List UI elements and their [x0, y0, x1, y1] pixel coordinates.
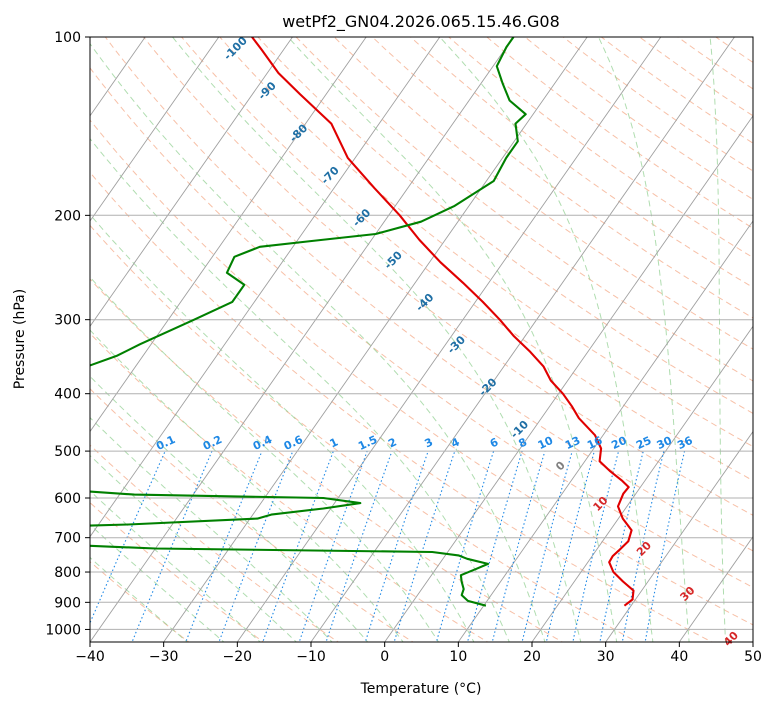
- plot-frame: [89, 36, 754, 643]
- x-tick-label: 40: [670, 649, 688, 665]
- mixing-ratio-line: [435, 450, 495, 642]
- dry-adiabat-line: [371, 37, 753, 319]
- isotherm-line: [90, 37, 220, 222]
- y-tick-label: 1000: [45, 622, 81, 638]
- y-tick-label: 400: [54, 387, 81, 403]
- mixing-ratio-label: 25: [634, 434, 653, 452]
- dry-adiabat-line: [90, 67, 753, 588]
- moist-adiabat-line: [90, 375, 369, 642]
- temperature-line: [251, 37, 635, 607]
- mixing-ratio-line: [572, 450, 620, 642]
- y-tick-label: 900: [54, 595, 81, 611]
- isotherm-line: [90, 37, 367, 433]
- mixing-ratio-label: 20: [609, 434, 629, 452]
- y-tick-label: 500: [54, 444, 81, 460]
- isotherm-line: [605, 430, 753, 642]
- mixing-ratio-line: [298, 450, 368, 642]
- isotherm-line: [90, 37, 293, 328]
- mixing-ratio-line: [599, 450, 644, 642]
- y-tick-label: 800: [54, 565, 81, 581]
- x-tick-label: 30: [597, 649, 615, 665]
- mixing-ratio-line: [644, 450, 686, 642]
- mixing-ratio-line: [393, 450, 456, 642]
- x-tick-label: 10: [449, 649, 467, 665]
- x-tick-label: 20: [523, 649, 541, 665]
- x-axis-label: Temperature (°C): [360, 681, 482, 697]
- mixing-ratio-line: [545, 450, 595, 642]
- x-tick-label: 50: [744, 649, 762, 665]
- mixing-ratio-label: 30: [655, 434, 675, 452]
- moist-adiabat-line: [90, 213, 475, 642]
- chart-title: wetPf2_GN04.2026.065.15.46.G08: [282, 12, 560, 32]
- y-tick-label: 300: [54, 313, 81, 329]
- mixing-ratio-line: [491, 450, 546, 642]
- isotherm-line: [384, 115, 753, 642]
- y-axis-label: Pressure (hPa): [12, 289, 28, 389]
- mixing-ratio-line: [218, 450, 294, 642]
- mixing-ratio-label: 10: [536, 434, 556, 452]
- y-tick-label: 700: [54, 531, 81, 547]
- mixing-ratio-line: [364, 450, 429, 642]
- x-tick-label: −10: [296, 649, 326, 665]
- dry-adiabat-line: [409, 37, 753, 289]
- dry-adiabat-line: [90, 171, 713, 642]
- dry-adiabat-line: [257, 37, 753, 414]
- isotherm-line: [90, 37, 514, 642]
- x-tick-label: −30: [149, 649, 179, 665]
- x-tick-label: −20: [223, 649, 253, 665]
- dewpoint-line: [90, 37, 527, 607]
- x-tick-label: 0: [380, 649, 389, 665]
- y-tick-label: 100: [54, 30, 81, 46]
- mixing-ratio-line: [185, 450, 263, 642]
- isotherm-line: [310, 37, 735, 642]
- dry-adiabat-line: [219, 37, 753, 448]
- mixing-ratio-label: 36: [675, 434, 695, 452]
- profiles: [90, 37, 635, 607]
- mixing-ratio-label: 16: [585, 434, 605, 452]
- x-tick-label: −40: [75, 649, 105, 665]
- dry-adiabat-line: [295, 37, 753, 382]
- isotherm-line: [90, 37, 441, 538]
- isotherm-line: [678, 535, 753, 642]
- isotherm-line: [457, 220, 753, 642]
- y-tick-label: 600: [54, 491, 81, 507]
- mixing-ratio-line: [262, 450, 334, 642]
- mixing-ratio-line: [466, 450, 523, 642]
- mixing-ratio-line: [131, 450, 213, 642]
- mixing-ratio-line: [521, 450, 573, 642]
- isotherm-line: [531, 325, 753, 642]
- mixing-ratio-label: 13: [563, 434, 582, 452]
- isotherm-line: [236, 37, 662, 642]
- mixing-ratio-line: [325, 450, 393, 642]
- background-lines: [90, 37, 753, 642]
- y-tick-label: 200: [54, 208, 81, 224]
- mixing-ratio-line: [621, 450, 665, 642]
- axes: −40 −30 −20 −10 0 10 20 30 40 50 100 200 300 400 500 60…: [45, 30, 762, 665]
